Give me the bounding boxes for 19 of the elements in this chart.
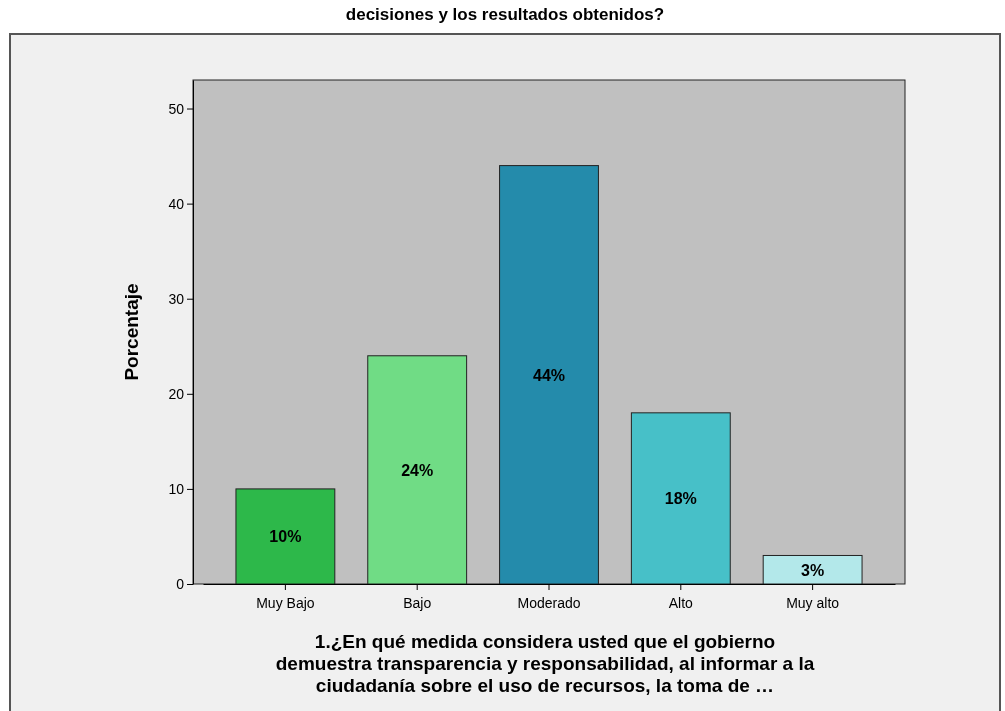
- data-label: 24%: [401, 461, 434, 479]
- x-axis-title: 1.¿En qué medida considera usted que el gobierno demuestra transparencia y responsabilidad, al informar a la ciudadanía sobre el uso de recursos, la toma de …: [275, 631, 815, 696]
- data-label: 10%: [269, 528, 302, 546]
- y-axis-title: Porcentaje: [121, 283, 142, 381]
- x-tick-label: Muy Bajo: [256, 595, 315, 612]
- x-tick-label: Alto: [668, 595, 694, 612]
- y-tick-label: 40: [168, 195, 185, 212]
- y-tick-label: 20: [168, 385, 185, 402]
- y-tick-label: 10: [168, 480, 185, 497]
- x-tick-label: Moderado: [517, 595, 581, 612]
- chart-title: decisiones y los resultados obtenidos?: [345, 5, 665, 24]
- x-tick-label: Muy alto: [786, 595, 840, 612]
- y-tick-label: 50: [168, 100, 185, 117]
- x-tick-label: Bajo: [403, 595, 432, 612]
- data-label: 3%: [801, 561, 825, 579]
- data-label: 44%: [532, 366, 566, 384]
- y-tick-label: 0: [176, 575, 185, 592]
- data-label: 18%: [664, 490, 697, 508]
- y-tick-label: 30: [168, 290, 185, 307]
